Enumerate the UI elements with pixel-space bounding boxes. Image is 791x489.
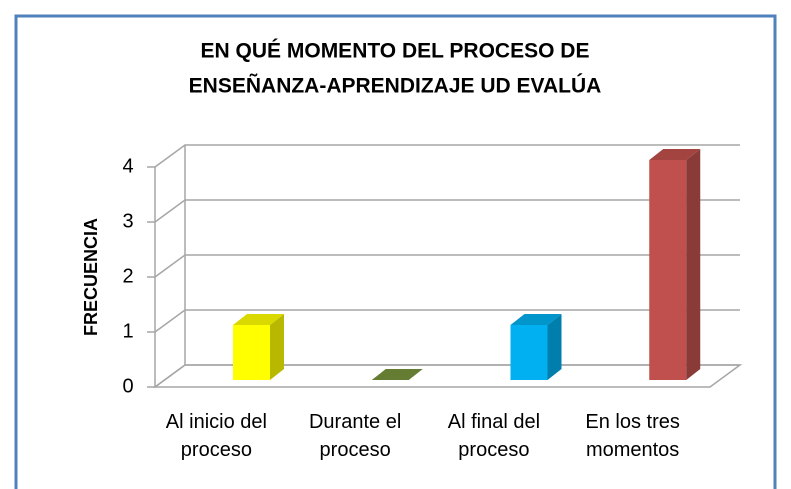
grid-line <box>154 254 740 278</box>
bar <box>649 149 701 380</box>
bar-side <box>547 314 562 380</box>
x-tick-label: En los tres momentos <box>585 411 680 461</box>
y-tick-label: 0 <box>122 375 133 397</box>
frame <box>14 14 777 489</box>
chart-title: EN QUÉ MOMENTO DEL PROCESO DE <box>201 40 590 63</box>
x-tick-label: Durante el proceso <box>308 411 402 461</box>
y-tick-label: 1 <box>122 320 133 342</box>
bar-side <box>686 149 701 380</box>
chart-title: ENSEÑANZA-APRENDIZAJE UD EVALÚA <box>189 74 602 98</box>
grid-line <box>154 199 740 223</box>
bar-side <box>270 314 284 380</box>
bar-top <box>510 314 562 325</box>
bar <box>510 314 562 380</box>
y-axis-label: FRECUENCIA <box>81 218 101 336</box>
y-tick-label: 4 <box>122 155 133 177</box>
bar-top <box>649 149 701 160</box>
grid-line <box>154 144 740 168</box>
grid-line <box>154 309 740 333</box>
x-tick-label: Al inicio del proceso <box>165 411 267 461</box>
y-tick-label: 3 <box>122 210 133 232</box>
bar <box>371 369 423 380</box>
bar-front <box>649 160 687 380</box>
bar-top <box>371 369 423 380</box>
bar-front <box>233 325 270 380</box>
x-tick-label: Al final del proceso <box>447 411 541 461</box>
y-tick-label: 2 <box>122 265 133 287</box>
bar-front <box>510 325 548 380</box>
bar <box>233 314 284 380</box>
bar-top <box>233 314 284 325</box>
